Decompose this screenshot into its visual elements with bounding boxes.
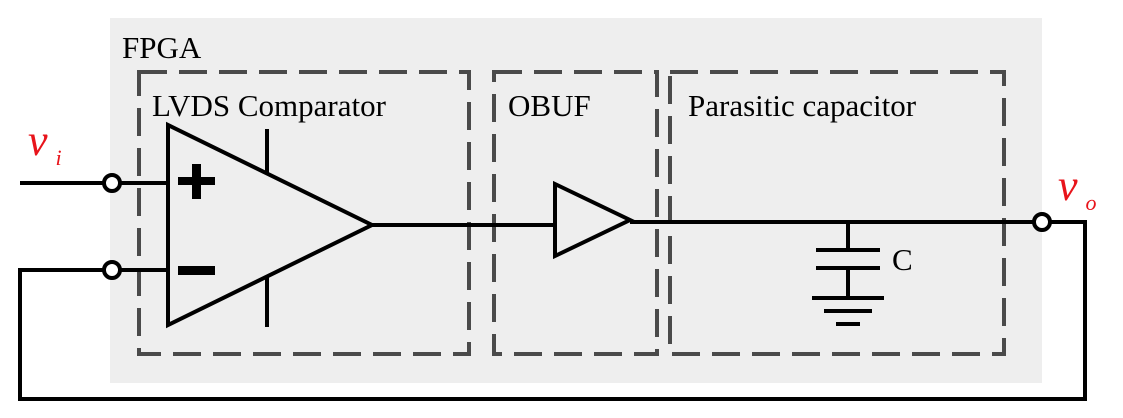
- output-signal-subscript: o: [1086, 190, 1097, 215]
- parasitic-label: Parasitic capacitor: [688, 88, 917, 123]
- obuf-block: [492, 70, 659, 356]
- output-signal-label: v o: [1058, 161, 1097, 215]
- output-signal-base: v: [1058, 161, 1078, 210]
- comparator-label: LVDS Comparator: [152, 88, 387, 123]
- plus-sign-icon: [178, 164, 215, 199]
- obuf-buffer-symbol: [553, 180, 635, 260]
- comparator-block: [137, 70, 471, 356]
- input-signal-label: v i: [28, 116, 62, 170]
- comparator-symbol: [166, 121, 377, 329]
- obuf-label: OBUF: [508, 88, 591, 123]
- feedback-loop-wire: [18, 220, 1087, 401]
- ground-icon: [812, 296, 884, 326]
- capacitor-label: C: [892, 242, 913, 277]
- input-signal-base: v: [28, 116, 48, 165]
- capacitor-icon: [816, 222, 880, 298]
- fpga-label: FPGA: [122, 30, 202, 65]
- parasitic-block: [668, 70, 1006, 356]
- minus-sign-icon: [178, 266, 215, 275]
- input-signal-subscript: i: [56, 145, 62, 170]
- output-terminal: [1032, 212, 1052, 232]
- feedback-terminal: [102, 260, 122, 280]
- input-terminal: [102, 173, 122, 193]
